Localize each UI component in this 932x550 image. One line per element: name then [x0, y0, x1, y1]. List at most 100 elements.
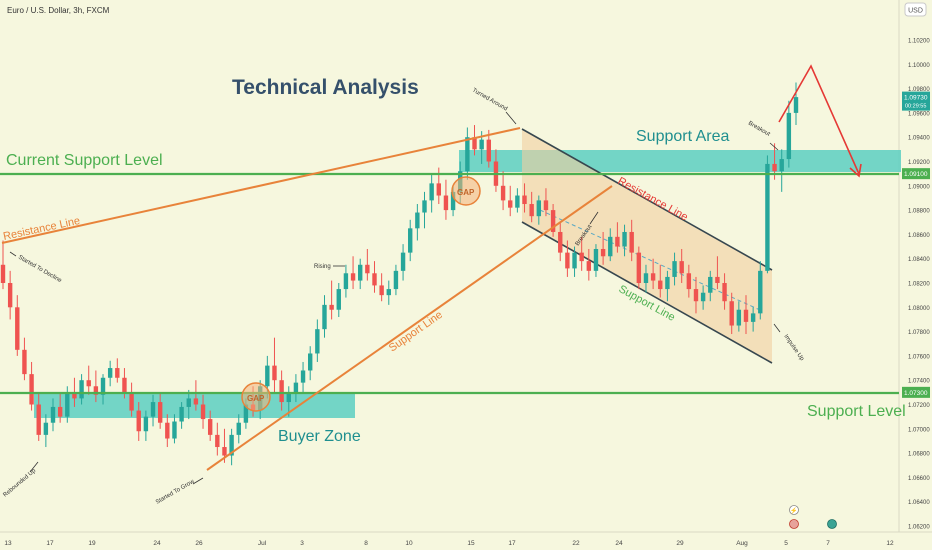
- support-price-label: 1.07300: [904, 390, 928, 397]
- candle-body: [636, 252, 642, 283]
- time-axis[interactable]: 13 17 19 24 26 Jul 3 8 10 15 17 22 24 29 Aug 5 7 12: [4, 540, 894, 547]
- candle-body: [550, 210, 556, 232]
- candle-body: [643, 273, 649, 283]
- candle: [172, 414, 177, 444]
- time-tick-label: 5: [784, 540, 788, 547]
- candle-body: [479, 139, 484, 150]
- candle: [36, 392, 41, 441]
- candle: [722, 273, 727, 310]
- candle-body: [708, 276, 713, 293]
- candle: [550, 204, 556, 237]
- candle-body: [650, 273, 656, 281]
- chart-title: Technical Analysis: [232, 76, 419, 99]
- candle-body: [572, 252, 577, 269]
- candle: [665, 270, 670, 302]
- candle: [629, 219, 634, 262]
- candle-body: [400, 252, 406, 271]
- candle: [386, 280, 391, 305]
- buyer-zone-label: Buyer Zone: [278, 428, 361, 445]
- candle: [186, 389, 191, 420]
- resistance-line-trend: [1, 127, 521, 244]
- lines-layer: [0, 64, 899, 471]
- candle: [86, 365, 91, 395]
- candle: [515, 188, 520, 213]
- candle: [329, 280, 334, 320]
- candle: [322, 295, 327, 338]
- candle: [672, 252, 677, 286]
- last-price-badge: [902, 91, 930, 111]
- candle: [365, 248, 370, 281]
- candle-body: [157, 402, 163, 423]
- impulse-up-arrow: [773, 323, 781, 333]
- candle-body: [186, 398, 191, 407]
- flag-event-icon[interactable]: [789, 519, 799, 529]
- candle-body: [15, 307, 20, 350]
- candle-body: [558, 231, 563, 253]
- candle: [165, 414, 170, 448]
- support-area-label: Support Area: [636, 128, 730, 145]
- candle: [50, 398, 56, 432]
- price-tick-label: 1.06400: [908, 500, 930, 506]
- candle-body: [622, 231, 627, 247]
- projection-path: [778, 64, 860, 175]
- candle-body: [372, 273, 377, 286]
- candle-body: [0, 264, 6, 283]
- candle-body: [115, 368, 120, 378]
- candle-body: [143, 416, 149, 432]
- candle-body: [279, 380, 284, 403]
- price-tick-label: 1.08000: [908, 306, 930, 312]
- earnings-event-icon[interactable]: [827, 519, 837, 529]
- price-axis[interactable]: 1.06200 1.06400 1.06600 1.06800 1.07000 1.072…: [902, 39, 930, 531]
- price-tick-label: 1.06200: [908, 525, 930, 531]
- candle-body: [29, 374, 34, 405]
- lightning-event-icon[interactable]: [789, 505, 799, 515]
- time-tick-label: 19: [88, 540, 96, 547]
- candle-body: [57, 406, 63, 417]
- candle-body: [422, 200, 427, 213]
- candle-body: [758, 270, 763, 314]
- candle-body: [329, 304, 334, 310]
- candle-body: [529, 204, 534, 217]
- candle-body: [93, 386, 99, 395]
- candle: [429, 173, 434, 213]
- candle-body: [465, 137, 470, 172]
- candle-body: [579, 252, 584, 262]
- candle-body: [543, 200, 549, 211]
- candle-body: [586, 261, 592, 271]
- candle: [786, 100, 792, 168]
- candle-body: [608, 236, 613, 257]
- candle-body: [779, 159, 784, 172]
- candle-body: [736, 309, 742, 326]
- candle: [136, 402, 141, 441]
- support-level-label: Support Level: [807, 403, 906, 420]
- candle-body: [193, 398, 199, 405]
- rebounded-up-arrow: [29, 461, 39, 473]
- candle-body: [593, 248, 599, 271]
- candle-body: [515, 195, 520, 208]
- candle: [600, 231, 606, 265]
- rising-label: Rising: [314, 264, 331, 270]
- candle-body: [165, 422, 170, 439]
- current-support-level-label: Current Support Level: [6, 152, 163, 169]
- candle-body: [272, 365, 277, 381]
- candle: [336, 283, 341, 318]
- currency-badge[interactable]: [904, 2, 927, 17]
- price-tick-label: 1.07000: [908, 427, 930, 433]
- candle: [708, 270, 713, 302]
- time-tick-label: 17: [46, 540, 54, 547]
- candle: [615, 222, 620, 253]
- time-tick-label: 17: [508, 540, 516, 547]
- candle: [715, 256, 720, 290]
- candle-body: [179, 406, 184, 422]
- candle-body: [679, 261, 684, 274]
- candle: [372, 261, 377, 293]
- price-tick-label: 1.09600: [908, 111, 930, 117]
- candle: [750, 307, 756, 332]
- candle-body: [743, 309, 749, 322]
- candle-body: [286, 392, 291, 403]
- candle: [100, 374, 106, 405]
- candle-body: [293, 382, 299, 393]
- breakout-channel-arrow: [589, 211, 599, 225]
